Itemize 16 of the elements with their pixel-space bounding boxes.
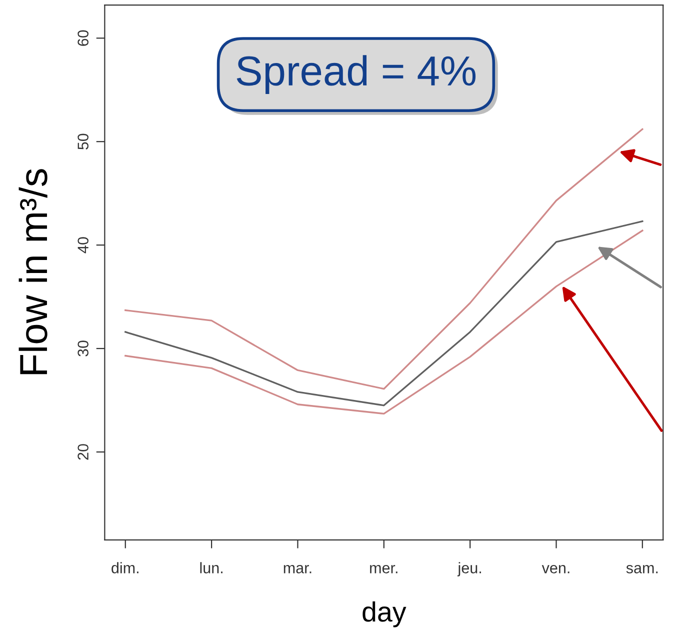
y-tick-label: 50 <box>78 134 88 150</box>
y-tick-label: 60 <box>78 30 88 46</box>
x-tick-label: sam. <box>626 564 658 574</box>
annotation: Spread = 4% <box>236 55 476 94</box>
x-axis-title: day <box>362 601 406 628</box>
y-tick-label: 20 <box>78 444 88 460</box>
x-tick-label: dim. <box>112 562 138 574</box>
x-tick-label: mar. <box>284 564 312 574</box>
x-tick-label: jeu. <box>457 562 481 576</box>
y-tick-label: 40 <box>78 237 88 254</box>
x-tick-label: lun. <box>200 562 222 574</box>
x-tick-label: mer. <box>370 564 398 574</box>
line-series <box>124 128 644 390</box>
y-tick-label: 30 <box>78 340 88 356</box>
x-tick-label: ven. <box>542 564 570 574</box>
y-axis-title: Flow in m³/s <box>18 169 48 374</box>
